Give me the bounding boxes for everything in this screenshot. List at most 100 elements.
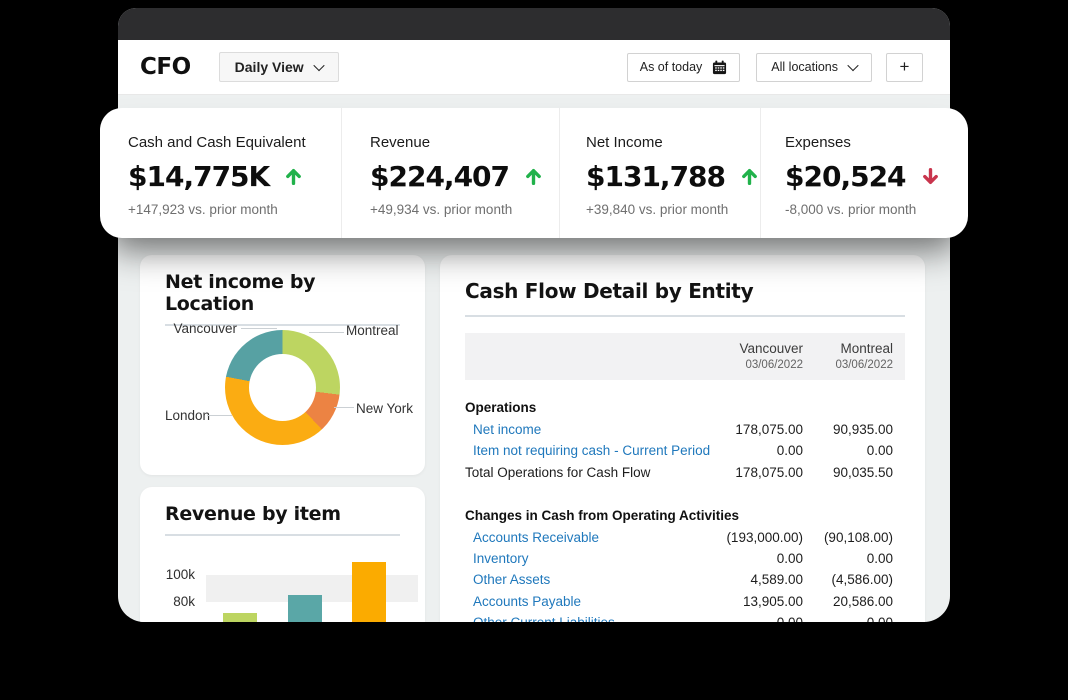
kpi-card-expenses: Expenses $20,524 -8,000 vs. prior month <box>760 108 968 238</box>
date-filter-button[interactable]: As of today <box>626 52 741 82</box>
y-axis-tick-label: 80k <box>173 594 195 609</box>
trend-up-icon <box>524 167 543 186</box>
donut-label-montreal: Montreal <box>346 323 399 338</box>
table-row: Accounts Payable 13,905.00 20,586.00 <box>465 591 905 612</box>
kpi-value-row: $20,524 <box>785 160 968 193</box>
table-row-link[interactable]: Other Current Liabilities <box>465 615 713 622</box>
kpi-strip: Cash and Cash Equivalent $14,775K +147,923… <box>100 108 968 238</box>
revenue-by-item-card: Revenue by item 100k 80k <box>140 487 425 622</box>
app-header: CFO Daily View As of today <box>118 40 950 95</box>
view-selector-dropdown[interactable]: Daily View <box>218 52 339 82</box>
table-row-link[interactable]: Net income <box>473 422 542 438</box>
table-cell-value: 0.00 <box>713 615 803 622</box>
bar <box>352 561 386 622</box>
title-divider <box>165 324 400 326</box>
table-row-link[interactable]: Item not requiring cash - Current Period <box>473 443 711 459</box>
y-axis-tick-label: 100k <box>165 567 195 582</box>
table-cell-value: 178,075.00 <box>735 422 803 438</box>
table-row-link[interactable]: Accounts Receivable <box>473 529 600 545</box>
chevron-down-icon <box>847 59 859 72</box>
cash-flow-detail-card: Cash Flow Detail by Entity Vancouver 03/… <box>440 255 925 622</box>
label-connector-line <box>309 332 344 333</box>
donut-label-vancouver: Vancouver <box>173 321 237 336</box>
table-row-link[interactable]: Inventory <box>473 551 529 567</box>
kpi-label: Revenue <box>370 134 431 151</box>
kpi-value: $131,788 <box>586 160 726 193</box>
view-selector-label: Daily View <box>234 59 304 75</box>
app-window: CFO Daily View As of today <box>118 8 950 622</box>
table-section-header: Changes in Cash from Operating Activitie… <box>465 508 740 524</box>
kpi-value-row: $224,407 <box>370 160 559 193</box>
trend-up-icon <box>740 167 759 186</box>
bar <box>287 595 322 622</box>
donut-label-london: London <box>165 408 211 423</box>
net-income-by-location-card: Net income by Location Vancouver Montrea… <box>140 255 425 475</box>
table-row-link[interactable]: Other Assets <box>473 572 551 588</box>
table-row: Accounts Receivable (193,000.00) (90,108.0… <box>465 526 905 547</box>
column-name: Vancouver <box>739 341 803 356</box>
kpi-label: Net Income <box>586 134 663 151</box>
table-section-header: Operations <box>465 400 537 416</box>
title-divider <box>465 315 905 317</box>
donut-hole <box>249 354 316 421</box>
add-widget-button[interactable]: + <box>886 52 923 82</box>
table-cell-value: 0.00 <box>866 551 893 567</box>
table-row: Inventory 0.00 0.00 <box>465 548 905 569</box>
kpi-delta: +49,934 vs. prior month <box>370 202 513 217</box>
table-cell-value: (90,108.00) <box>823 529 893 545</box>
table-cell-value: 0.00 <box>803 615 893 622</box>
column-header-montreal: Montreal 03/06/2022 <box>803 340 893 372</box>
card-title: Revenue by item <box>165 503 341 525</box>
trend-up-icon <box>284 167 303 186</box>
table-cell-value: 4,589.00 <box>750 572 803 588</box>
column-name: Montreal <box>840 341 893 356</box>
location-filter-label: All locations <box>771 60 838 74</box>
dashboard-content: Net income by Location Vancouver Montrea… <box>118 95 950 622</box>
kpi-value: $20,524 <box>785 160 907 193</box>
page-title: CFO <box>140 54 191 80</box>
card-title: Cash Flow Detail by Entity <box>465 279 754 303</box>
donut-chart <box>225 330 340 445</box>
table-row: Item not requiring cash - Current Period… <box>465 440 905 461</box>
table-row: Net income 178,075.00 90,935.00 <box>465 419 905 440</box>
cashflow-table-body: Operations Net income 178,075.00 90,935.00 I… <box>465 397 905 622</box>
table-row: Other Assets 4,589.00 (4,586.00) <box>465 569 905 590</box>
kpi-value: $224,407 <box>370 160 510 193</box>
table-cell-value: (4,586.00) <box>831 572 893 588</box>
kpi-label: Cash and Cash Equivalent <box>128 134 306 151</box>
label-connector-line <box>207 415 232 416</box>
date-filter-label: As of today <box>639 60 703 74</box>
trend-down-icon <box>921 167 940 186</box>
column-header-vancouver: Vancouver 03/06/2022 <box>713 340 803 372</box>
card-title: Net income by Location <box>165 271 316 315</box>
kpi-delta: +147,923 vs. prior month <box>128 202 278 217</box>
table-cell-value: 90,935.00 <box>832 422 893 438</box>
kpi-label: Expenses <box>785 134 851 151</box>
table-row-link[interactable]: Accounts Payable <box>473 593 582 609</box>
table-cell-value: 13,905.00 <box>742 593 803 609</box>
window-titlebar <box>118 8 950 40</box>
column-date: 03/06/2022 <box>745 358 803 371</box>
table-cell-value: (193,000.00) <box>726 529 803 545</box>
table-cell-value: 178,075.00 <box>735 464 803 480</box>
kpi-value-row: $131,788 <box>586 160 760 193</box>
table-row: Total Operations for Cash Flow 178,075.00… <box>465 462 905 483</box>
kpi-card-net-income: Net Income $131,788 +39,840 vs. prior mont… <box>559 108 760 238</box>
title-divider <box>165 534 400 536</box>
location-filter-dropdown[interactable]: All locations <box>756 52 872 82</box>
table-cell-value: 90,035.50 <box>832 464 893 480</box>
kpi-value-row: $14,775K <box>128 160 341 193</box>
table-header-row: Vancouver 03/06/2022 Montreal 03/06/2022 <box>465 333 905 381</box>
table-row: Other Current Liabilities0.000.00 <box>465 612 905 622</box>
bar-chart: 100k 80k <box>140 487 425 622</box>
kpi-card-cash-and-cash-equivalent: Cash and Cash Equivalent $14,775K +147,923… <box>100 108 341 238</box>
table-row-label: Total Operations for Cash Flow <box>465 464 651 480</box>
column-date: 03/06/2022 <box>835 358 893 371</box>
kpi-delta: +39,840 vs. prior month <box>586 202 729 217</box>
kpi-delta: -8,000 vs. prior month <box>785 202 917 217</box>
table-cell-value: 0.00 <box>776 551 803 567</box>
table-cell-value: 0.00 <box>776 443 803 459</box>
table-cell-value: 20,586.00 <box>832 593 893 609</box>
label-connector-line <box>334 407 354 408</box>
